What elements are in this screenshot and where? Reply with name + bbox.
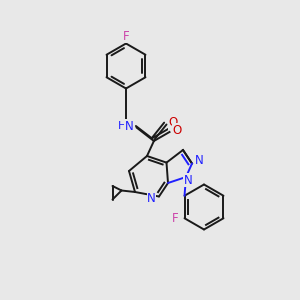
Text: O: O: [169, 116, 178, 130]
Text: N: N: [195, 154, 204, 167]
Text: N: N: [124, 119, 134, 133]
Text: O: O: [172, 124, 182, 137]
Text: N: N: [147, 191, 156, 205]
Text: N: N: [184, 173, 193, 187]
Text: H: H: [118, 121, 126, 131]
Text: F: F: [172, 212, 179, 225]
Text: F: F: [123, 29, 129, 43]
